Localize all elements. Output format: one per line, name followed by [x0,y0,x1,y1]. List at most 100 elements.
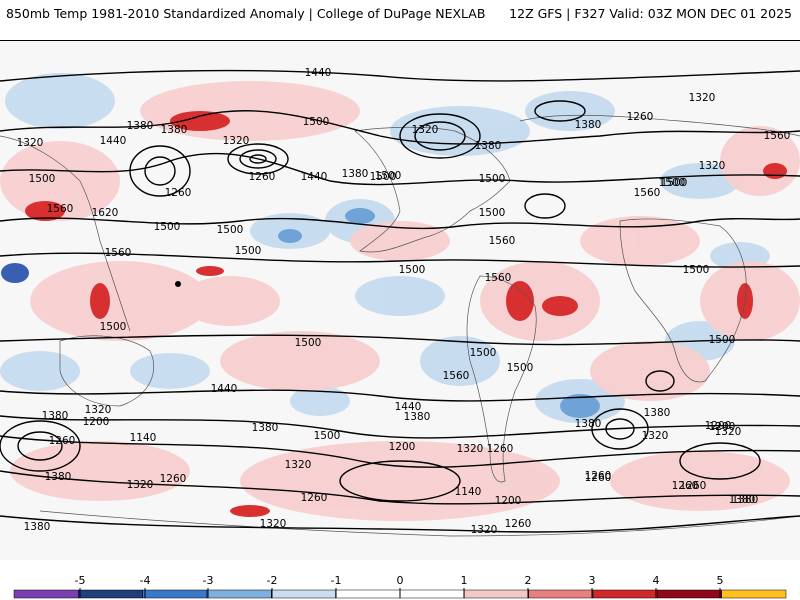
contour-label: 1560 [764,130,791,142]
contour-label: 1200 [495,495,522,507]
colorbar-swatch [528,589,594,599]
contour-label: 1500 [375,170,402,182]
contour-label: 1200 [705,420,732,432]
contour-label: 1200 [709,421,736,433]
contour-label: 1320 [285,459,312,471]
colorbar-label: -5 [75,574,86,587]
contour-label: 1320 [642,430,669,442]
contour-label: 1260 [505,518,532,530]
cold-anomaly-core [1,208,600,418]
contour-label: 1380 [575,418,602,430]
colorbar-swatch [657,589,722,599]
contour-label: 1500 [29,173,56,185]
contour-label: 1320 [471,524,498,536]
contour-label: 1500 [709,334,736,346]
contour-label: 1320 [17,137,44,149]
contour-label: 1560 [489,235,516,247]
continent-outlines [0,114,800,537]
contour-label: 1560 [105,247,132,259]
contour-label: 1560 [47,203,74,215]
contour-label: 1380 [42,410,69,422]
contour-label: 1500 [100,321,127,333]
run-info: 12Z GFS | F327 Valid: 03Z MON DEC 01 202… [509,6,792,21]
contour-label: 1140 [455,486,482,498]
contour-label: 1500 [295,337,322,349]
contour-label: 1260 [680,480,707,492]
contour-label: 1500 [479,173,506,185]
contour-label: 1380 [732,494,759,506]
colorbar-swatch [592,589,658,599]
colorbar-swatch [721,589,787,599]
colorbar-label: -1 [331,574,342,587]
contour-label: 1500 [683,264,710,276]
contour-label: 1260 [585,472,612,484]
colorbar-label: 4 [653,574,660,587]
contour-label: 1380 [404,411,431,423]
colorbar-label: 2 [525,574,532,587]
contour-label: 1500 [217,224,244,236]
colorbar-swatch [464,589,529,599]
contour-label: 1260 [160,473,187,485]
contour-label: 1560 [634,187,661,199]
contour-label: 1440 [211,383,238,395]
contour-label: 1260 [487,443,514,455]
contour-label: 1260 [301,492,328,504]
contour-label: 1380 [729,494,756,506]
contour-label: 1260 [672,480,699,492]
contour-label: 1560 [485,272,512,284]
contour-label: 1260 [165,187,192,199]
colorbar-swatch [335,589,401,599]
colorbar-label: 5 [717,574,724,587]
contour-label: 1380 [161,124,188,136]
colorbar-swatch [399,589,465,599]
contour-label: 1140 [130,432,157,444]
map-canvas: 1440 1500 1320 1380 1440 1320 1260 1500 … [0,67,800,537]
contour-label: 1500 [399,264,426,276]
contour-label: 1320 [699,160,726,172]
contour-label: 1260 [249,171,276,183]
contour-label: 1320 [260,518,287,530]
colorbar-label: 1 [461,574,468,587]
contour-label: 1500 [470,347,497,359]
colorbar-labels: -5 -4 -3 -2 -1 0 1 2 3 4 5 [75,574,724,587]
contour-label: 1380 [575,119,602,131]
contour-label: 1500 [659,177,686,189]
contour-label: 1380 [45,471,72,483]
contour-label: 1380 [24,521,51,533]
colorbar-label: -4 [140,574,151,587]
colorbar-swatch [206,589,272,599]
contour-label: 1320 [457,443,484,455]
colorbar-label: 0 [397,574,404,587]
anomaly-map[interactable]: 1440 1500 1320 1380 1440 1320 1260 1500 … [0,40,800,562]
contour-label: 1620 [92,207,119,219]
contour-label: 1320 [127,479,154,491]
contour-label: 1500 [235,245,262,257]
contour-label: 1260 [585,470,612,482]
colorbar-ticks [79,588,721,598]
colorbar-label: -2 [267,574,278,587]
contour-label: 1500 [314,430,341,442]
contour-label: 1380 [475,140,502,152]
contour-label: 1260 [627,111,654,123]
contour-label: 1560 [443,370,470,382]
contour-label: 1500 [154,221,181,233]
contour-label: 1380 [252,422,279,434]
map-title: 850mb Temp 1981-2010 Standardized Anomal… [6,6,486,21]
contour-label: 1440 [395,401,422,413]
contour-label: 1500 [507,362,534,374]
contour-label: 1380 [127,120,154,132]
contour-label: 1320 [412,124,439,136]
contour-label: 1500 [303,116,330,128]
contour-label: 1380 [644,407,671,419]
colorbar-swatch [271,589,336,599]
colorbar-label: -3 [203,574,214,587]
colorbar-swatch [13,589,79,599]
contour-label: 1440 [100,135,127,147]
contour-label: 1200 [389,441,416,453]
contour-label: 1380 [342,168,369,180]
contour-label: 1440 [305,67,332,79]
colorbar-canvas: -5 -4 -3 -2 -1 0 1 2 3 4 5 [13,574,787,599]
colorbar-swatch [142,589,208,599]
contour-label: 1500 [661,177,688,189]
contour-label: 1320 [689,92,716,104]
